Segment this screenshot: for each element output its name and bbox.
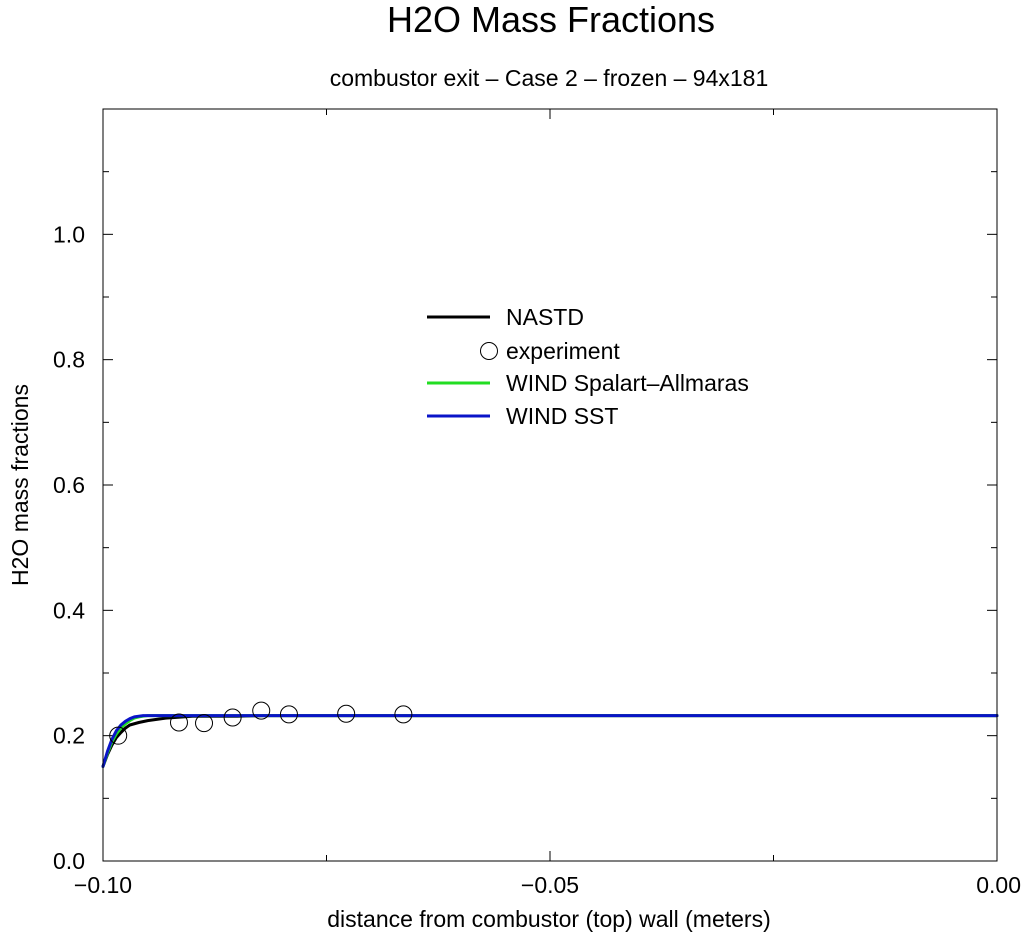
x-tick-label: −0.05 xyxy=(521,872,579,898)
legend-label-wind-spalart-allmaras: WIND Spalart–Allmaras xyxy=(506,370,749,396)
legend-swatch-experiment xyxy=(480,342,498,360)
experiment-point xyxy=(252,701,271,720)
y-tick-label: 0.0 xyxy=(53,848,85,874)
y-axis-label: H2O mass fractions xyxy=(7,384,33,586)
x-tick-label: −0.10 xyxy=(74,872,132,898)
experiment-markers xyxy=(109,701,413,745)
experiment-point xyxy=(394,705,413,724)
experiment-point xyxy=(169,713,188,732)
chart-subtitle: combustor exit – Case 2 – frozen – 94x18… xyxy=(330,65,769,91)
y-tick-label: 0.2 xyxy=(53,723,85,749)
chart-title: H2O Mass Fractions xyxy=(387,0,715,40)
legend-label-wind-sst: WIND SST xyxy=(506,403,618,429)
legend-label-nastd: NASTD xyxy=(506,304,584,330)
series-lines xyxy=(101,714,999,768)
experiment-point xyxy=(279,705,298,724)
series-line-wind-sst xyxy=(101,714,999,768)
experiment-point xyxy=(109,726,128,745)
experiment-point xyxy=(337,704,356,723)
experiment-point xyxy=(223,708,242,727)
plot-frame xyxy=(102,108,998,862)
y-tick-label: 1.0 xyxy=(53,221,85,247)
y-tick-label: 0.8 xyxy=(53,347,85,373)
experiment-point xyxy=(195,714,214,733)
legend: NASTD experiment WIND Spalart–Allmaras WIND… xyxy=(427,304,749,429)
axis-ticks xyxy=(102,109,998,862)
y-tick-label: 0.4 xyxy=(53,597,85,623)
y-tick-label: 0.6 xyxy=(53,472,85,498)
legend-label-experiment: experiment xyxy=(506,338,620,364)
series-line-wind-spalart-allmaras xyxy=(101,714,999,768)
tick-labels: 0.0 0.2 0.4 0.6 0.8 1.0 −0.10 −0.05 0.00 xyxy=(53,221,1021,898)
series-line-nastd xyxy=(101,714,999,768)
x-tick-label: 0.00 xyxy=(976,872,1021,898)
x-axis-label: distance from combustor (top) wall (mete… xyxy=(327,906,771,932)
